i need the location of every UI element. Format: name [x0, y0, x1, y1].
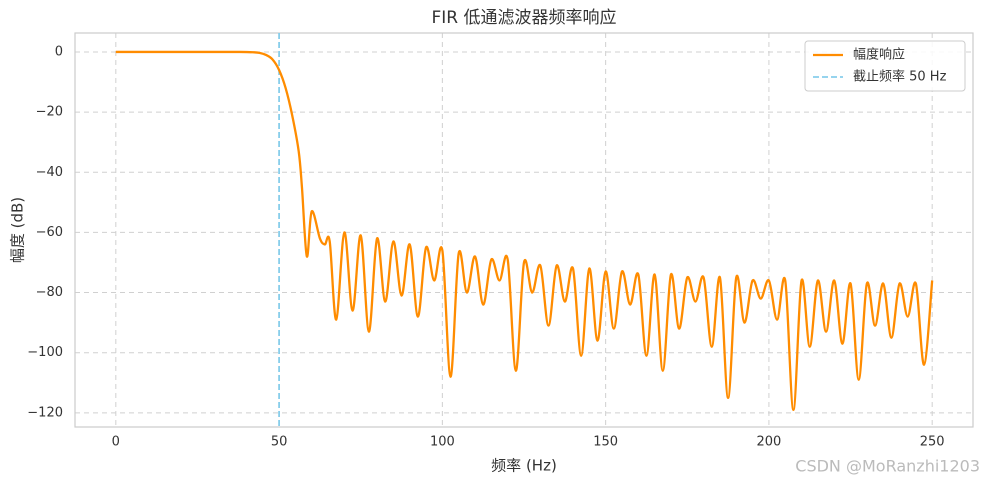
legend-label: 幅度响应 — [853, 47, 905, 63]
plot-frame — [74, 32, 974, 428]
y-tick-label: −80 — [36, 285, 63, 300]
x-tick-label: 200 — [756, 435, 781, 450]
chart-title: FIR 低通滤波器频率响应 — [431, 8, 616, 28]
y-tick-label: −20 — [36, 105, 63, 120]
y-tick-label: −100 — [27, 345, 63, 360]
x-axis-label: 频率 (Hz) — [491, 457, 557, 475]
y-tick-label: −40 — [36, 165, 63, 180]
y-tick-label: −120 — [27, 405, 63, 420]
legend-box — [804, 40, 966, 92]
y-tick-label: −60 — [36, 225, 63, 240]
watermark: CSDN @MoRanzhi1203 — [795, 457, 980, 476]
x-tick-label: 0 — [112, 435, 120, 450]
legend-label: 截止频率 50 Hz — [853, 69, 947, 85]
y-tick-label: 0 — [55, 44, 63, 59]
y-axis-label: 幅度 (dB) — [9, 197, 27, 263]
x-tick-label: 250 — [920, 435, 945, 450]
x-tick-label: 150 — [593, 435, 618, 450]
response-line — [115, 50, 934, 412]
x-tick-label: 100 — [430, 435, 455, 450]
x-tick-label: 50 — [271, 435, 288, 450]
